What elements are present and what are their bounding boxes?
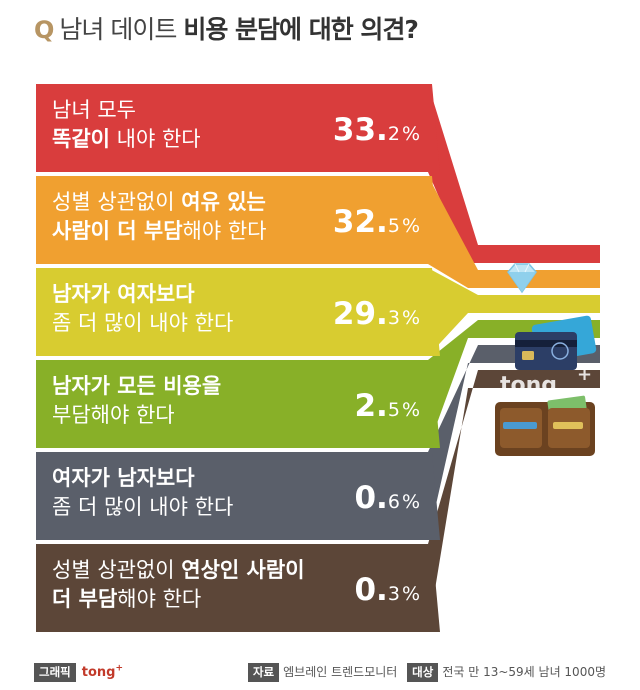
wallet-icon (495, 395, 595, 456)
value-label-3: 29.3% (333, 296, 420, 332)
category-label-6-line-1: 성별 상관없이 연상인 사람이 (52, 558, 305, 582)
category-label-5-line-2: 좀 더 많이 내야 한다 (52, 495, 233, 519)
watermark-text: tong (500, 373, 557, 398)
category-label-2-line-2: 사람이 더 부담해야 한다 (52, 219, 267, 243)
brand-text: tong (81, 665, 116, 680)
watermark-plus: + (577, 364, 592, 385)
chart-title: Q 남녀 데이트 비용 분담에 대한 의견? (34, 10, 419, 50)
category-label-2-line-1: 성별 상관없이 여유 있는 (52, 190, 266, 214)
value-label-4: 2.5% (354, 388, 420, 424)
footer: 그래픽 tong+ 자료 엠브레인 트렌드모니터 대상 전국 만 13~59세 남녀 … (34, 663, 606, 685)
value-label-2: 32.5% (333, 204, 420, 240)
bar-5 (36, 452, 440, 540)
category-label-6-line-2: 더 부담해야 한다 (52, 587, 201, 611)
title-part-2: 비용 분담에 대한 의견? (183, 15, 419, 44)
question-mark-label: Q (34, 16, 54, 44)
ribbon-1 (428, 84, 600, 263)
value-label-5: 0.6% (354, 480, 420, 516)
ribbon-2 (428, 176, 600, 288)
value-label-6: 0.3% (354, 572, 420, 608)
brand-plus: + (115, 663, 124, 674)
bar-2 (36, 176, 440, 264)
ribbon-3 (428, 268, 600, 356)
brand-logo: tong+ (81, 663, 124, 680)
category-label-4-line-1: 남자가 모든 비용을 (52, 374, 221, 398)
bar-1 (36, 84, 440, 172)
decoration-layer: tong + (495, 263, 597, 456)
category-label-1-line-1: 남녀 모두 (52, 98, 136, 122)
category-label-5-line-1: 여자가 남자보다 (52, 466, 195, 490)
bar-4 (36, 360, 440, 448)
credit-card-icon (515, 315, 597, 370)
footer-meta: 자료 엠브레인 트렌드모니터 대상 전국 만 13~59세 남녀 1000명 (242, 663, 606, 682)
category-label-4-line-2: 부담해야 한다 (52, 403, 175, 427)
title-part-1: 남녀 데이트 (59, 15, 177, 44)
footer-credit: 그래픽 tong+ (34, 663, 123, 682)
target-value: 전국 만 13~59세 남녀 1000명 (442, 665, 606, 679)
bar-3 (36, 268, 440, 356)
diamond-icon (507, 263, 537, 294)
bar-layer (36, 84, 440, 632)
value-label-1: 33.2% (333, 112, 420, 148)
tong-watermark: tong + (500, 364, 592, 398)
category-label-3-line-2: 좀 더 많이 내야 한다 (52, 311, 233, 335)
source-tag: 자료 (247, 663, 280, 682)
category-label-3-line-1: 남자가 여자보다 (52, 282, 195, 306)
bar-6 (36, 544, 440, 632)
graphic-tag: 그래픽 (34, 663, 76, 682)
source-value: 엠브레인 트렌드모니터 (283, 665, 398, 679)
target-tag: 대상 (407, 663, 439, 682)
category-label-1-line-2: 똑같이 내야 한다 (52, 127, 201, 151)
